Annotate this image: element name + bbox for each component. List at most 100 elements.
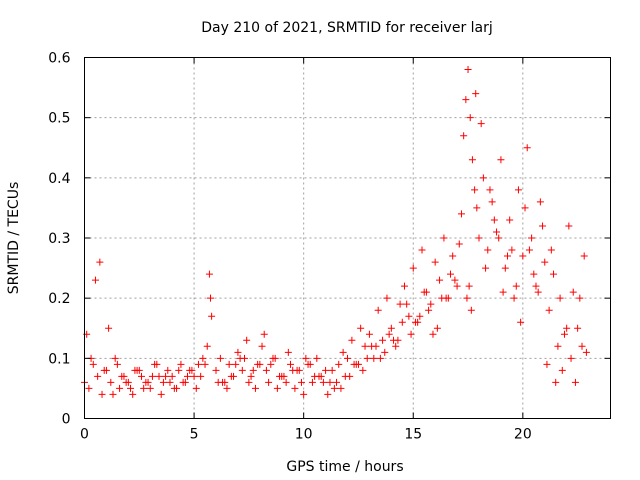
x-tick-label: 10: [295, 427, 313, 443]
data-point: [532, 282, 540, 290]
x-axis-ticks: 0 5 10 15 20: [80, 57, 532, 443]
data-point: [262, 366, 270, 374]
data-point: [109, 390, 117, 398]
data-point: [201, 360, 209, 368]
data-point: [341, 372, 349, 380]
data-points: [81, 66, 590, 398]
y-tick-label: 0.1: [48, 351, 70, 367]
data-point: [359, 366, 367, 374]
data-point: [407, 330, 415, 338]
data-point: [271, 354, 279, 362]
data-point: [153, 360, 161, 368]
data-point: [376, 354, 384, 362]
data-point: [227, 372, 235, 380]
data-point: [140, 384, 148, 392]
data-point: [137, 372, 145, 380]
x-tick-label: 15: [404, 427, 422, 443]
data-point: [361, 342, 369, 350]
data-point: [260, 330, 268, 338]
data-point: [506, 216, 514, 224]
data-point: [192, 384, 200, 392]
data-point: [539, 222, 547, 230]
data-point: [363, 354, 371, 362]
data-point: [501, 264, 509, 272]
data-point: [409, 264, 417, 272]
data-point: [267, 360, 275, 368]
data-point: [468, 156, 476, 164]
data-point: [517, 318, 525, 326]
data-point: [447, 270, 455, 278]
x-tick-label: 0: [80, 427, 89, 443]
data-point: [405, 312, 413, 320]
data-point: [477, 120, 485, 128]
data-point: [315, 372, 323, 380]
data-point: [219, 378, 227, 386]
data-point: [251, 384, 259, 392]
y-tick-label: 0.3: [48, 231, 70, 247]
data-point: [563, 324, 571, 332]
data-point: [265, 378, 273, 386]
data-point: [207, 294, 215, 302]
data-point: [116, 384, 124, 392]
data-point: [85, 384, 93, 392]
data-point: [440, 234, 448, 242]
y-tick-label: 0.2: [48, 291, 70, 307]
data-point: [541, 258, 549, 266]
data-point: [420, 288, 428, 296]
data-point: [385, 330, 393, 338]
data-point: [554, 342, 562, 350]
data-point: [449, 252, 457, 260]
data-point: [466, 114, 474, 122]
data-point: [427, 300, 435, 308]
data-point: [569, 288, 577, 296]
data-point: [107, 378, 115, 386]
data-point: [512, 282, 520, 290]
y-tick-label: 0: [62, 412, 71, 428]
data-point: [556, 294, 564, 302]
data-point: [576, 294, 584, 302]
data-point: [370, 354, 378, 362]
data-point: [534, 288, 542, 296]
data-point: [368, 342, 376, 350]
data-point: [453, 282, 461, 290]
data-point: [473, 204, 481, 212]
data-point: [472, 90, 480, 98]
data-point: [313, 354, 321, 362]
data-point: [177, 360, 185, 368]
data-point: [337, 384, 345, 392]
data-point: [328, 366, 336, 374]
data-point: [567, 354, 575, 362]
data-point: [243, 336, 251, 344]
data-point: [168, 372, 176, 380]
data-point: [357, 324, 365, 332]
data-point: [416, 312, 424, 320]
data-point: [392, 342, 400, 350]
data-point: [287, 360, 295, 368]
data-point: [418, 246, 426, 254]
data-point: [403, 300, 411, 308]
data-point: [550, 270, 558, 278]
data-point: [484, 246, 492, 254]
data-point: [164, 366, 172, 374]
data-point: [111, 354, 119, 362]
data-point: [387, 324, 395, 332]
data-point: [521, 204, 529, 212]
data-point: [234, 348, 242, 356]
data-point: [523, 144, 531, 152]
data-point: [433, 324, 441, 332]
data-point: [394, 336, 402, 344]
data-point: [216, 354, 224, 362]
data-point: [308, 378, 316, 386]
data-point: [365, 330, 373, 338]
data-point: [289, 366, 297, 374]
data-point: [322, 366, 330, 374]
data-point: [398, 318, 406, 326]
data-point: [148, 372, 156, 380]
data-point: [383, 294, 391, 302]
data-point: [258, 342, 266, 350]
data-point: [127, 384, 135, 392]
data-point: [89, 360, 97, 368]
data-point: [155, 372, 163, 380]
data-point: [96, 258, 104, 266]
data-point: [396, 300, 404, 308]
